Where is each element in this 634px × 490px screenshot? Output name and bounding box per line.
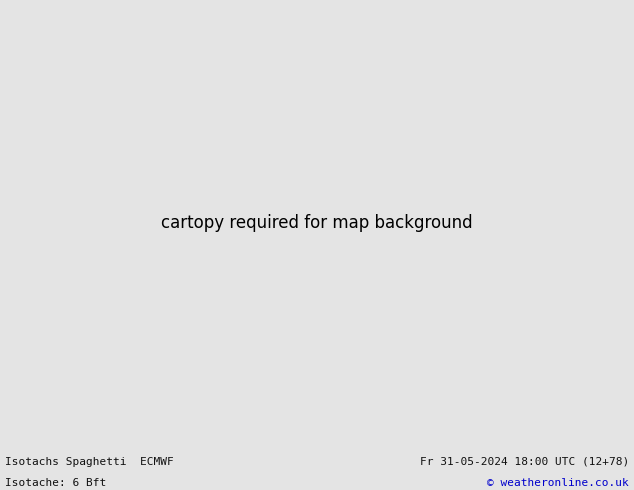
Text: Isotache: 6 Bft: Isotache: 6 Bft xyxy=(5,478,107,488)
Text: Fr 31-05-2024 18:00 UTC (12+78): Fr 31-05-2024 18:00 UTC (12+78) xyxy=(420,457,629,467)
Text: Isotachs Spaghetti  ECMWF: Isotachs Spaghetti ECMWF xyxy=(5,457,174,467)
Text: cartopy required for map background: cartopy required for map background xyxy=(161,214,473,232)
Text: © weatheronline.co.uk: © weatheronline.co.uk xyxy=(487,478,629,488)
